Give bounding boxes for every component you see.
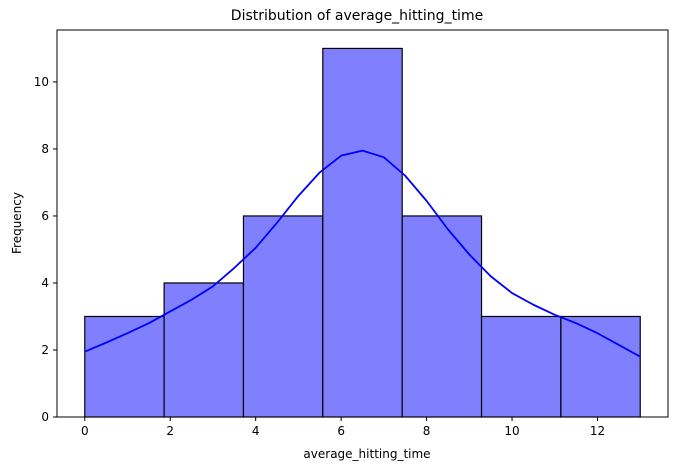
bars-layer — [84, 47, 641, 418]
kde-line — [84, 149, 641, 358]
x-tick-label: 10 — [504, 424, 519, 438]
histogram-bar — [322, 47, 403, 418]
x-tick-label: 6 — [337, 424, 345, 438]
histogram-bar — [480, 315, 562, 418]
kde-layer — [84, 149, 641, 358]
histogram-bar — [163, 282, 245, 418]
y-tick-label: 4 — [41, 276, 49, 290]
y-axis-label: Frequency — [10, 192, 24, 254]
y-tick-label: 10 — [34, 75, 49, 89]
axes-layer: 0 2 4 6 8 10 12 0 2 4 6 8 10 — [34, 29, 669, 438]
histogram-bar — [84, 315, 165, 418]
x-axis-label: average_hitting_time — [303, 447, 430, 461]
x-tick-label: 2 — [166, 424, 174, 438]
x-tick-label: 12 — [590, 424, 605, 438]
plot-frame — [56, 29, 669, 418]
histogram-bar — [242, 215, 324, 418]
histogram-bar — [560, 315, 641, 418]
chart-title: Distribution of average_hitting_time — [231, 8, 483, 24]
x-tick-label: 8 — [423, 424, 431, 438]
x-tick-label: 4 — [252, 424, 260, 438]
histogram-bar — [401, 215, 483, 418]
y-tick-label: 8 — [41, 142, 49, 156]
y-tick-label: 0 — [41, 410, 49, 424]
x-tick-label: 0 — [81, 424, 89, 438]
y-tick-label: 6 — [41, 209, 49, 223]
y-tick-label: 2 — [41, 343, 49, 357]
